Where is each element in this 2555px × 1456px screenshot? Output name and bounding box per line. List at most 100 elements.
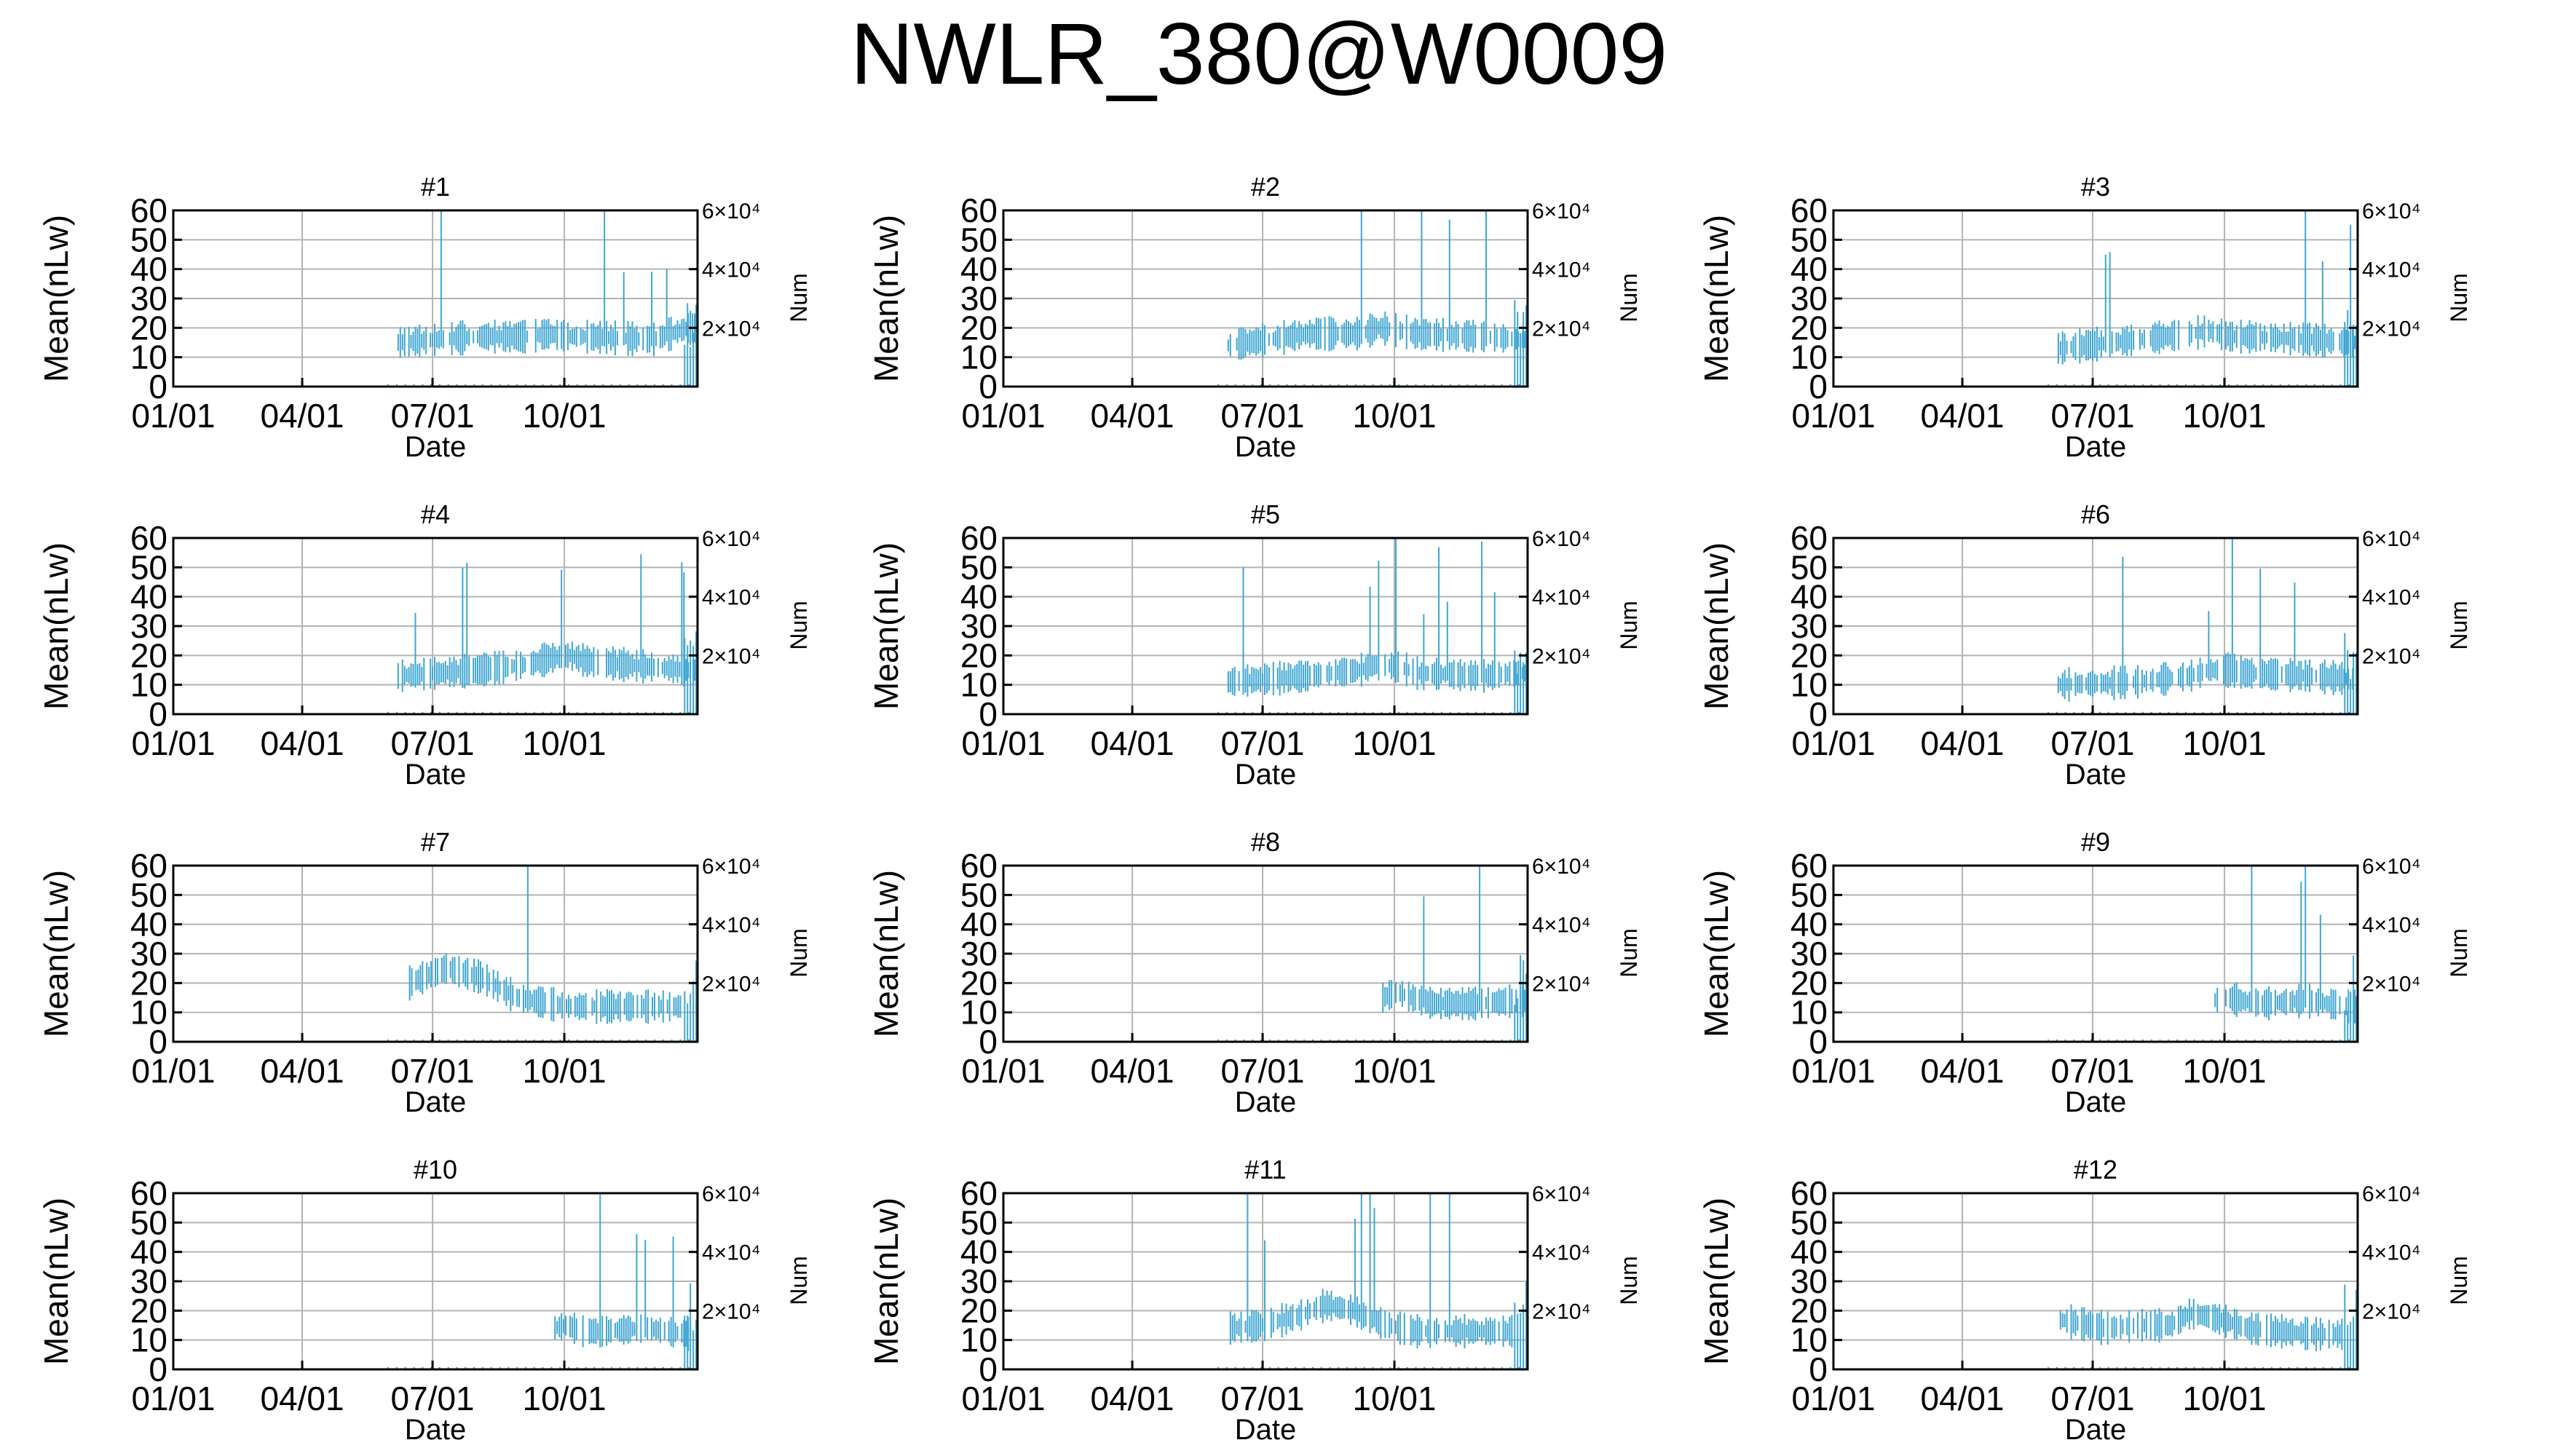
y-tick-label: 10 [960,339,998,376]
x-tick-label: 04/01 [1920,1380,2004,1417]
y-tick-label: 0 [979,1350,998,1388]
y-axis-label: Mean(nLw) [1697,215,1735,382]
y-tick-label: 10 [1790,1321,1828,1359]
x-tick-label: 10/01 [2182,397,2266,435]
y-tick-label: 40 [960,1233,998,1271]
y-tick-label: 40 [130,578,167,616]
y2-tick-label: 2×10⁴ [702,1299,760,1324]
y2-tick-label: 4×10⁴ [2362,586,2420,610]
y2-axis-label: Num [1616,601,1642,650]
y-axis-label: Mean(nLw) [1697,542,1735,710]
y-tick-label: 0 [149,1350,167,1388]
y2-axis-label: Num [2446,273,2472,323]
y-tick-label: 0 [149,368,167,405]
x-tick-label: 01/01 [131,397,215,435]
series-mean [387,554,698,714]
x-tick-label: 10/01 [522,1052,606,1090]
y-tick-label: 50 [1790,221,1828,258]
y2-tick-label: 4×10⁴ [2362,1241,2420,1265]
y-tick-label: 20 [960,309,998,347]
y2-tick-label: 6×10⁴ [1532,1182,1590,1206]
y-tick-label: 0 [1809,695,1828,733]
x-axis-label: Date [1235,1086,1297,1118]
x-tick-label: 04/01 [1920,1052,2004,1090]
y-tick-label: 50 [130,221,167,258]
panel-title: #11 [1244,1155,1286,1184]
series-mean [1217,1193,1528,1369]
y-tick-label: 10 [130,666,167,704]
x-tick-label: 04/01 [1920,724,2004,762]
x-tick-label: 07/01 [391,724,475,762]
panel-title: #1 [421,172,450,202]
y-tick-label: 60 [130,191,167,229]
y-tick-label: 40 [1790,250,1828,288]
x-tick-label: 04/01 [260,1052,344,1090]
series-mean [2047,1284,2358,1369]
y2-axis-label: Num [786,273,812,323]
y-tick-label: 40 [960,578,998,616]
y2-axis-label: Num [1616,1256,1642,1305]
y2-tick-label: 6×10⁴ [2362,199,2420,223]
y2-tick-label: 4×10⁴ [2362,914,2420,938]
y2-axis-label: Num [1616,273,1642,323]
y2-tick-label: 4×10⁴ [2362,258,2420,282]
y-tick-label: 30 [130,607,167,645]
y-tick-label: 20 [130,636,167,674]
x-axis-label: Date [1235,759,1297,791]
y-tick-label: 40 [1790,906,1828,943]
x-tick-label: 10/01 [1352,1380,1436,1417]
y2-tick-label: 6×10⁴ [2362,1182,2420,1206]
y-axis-label: Mean(nLw) [867,215,905,382]
y-tick-label: 50 [1790,876,1828,914]
y-tick-label: 30 [960,280,998,317]
y-tick-label: 20 [1790,1291,1828,1329]
series-mean [1217,866,1528,1042]
y-tick-label: 60 [960,1174,998,1212]
x-tick-label: 01/01 [961,397,1045,435]
x-tick-label: 07/01 [2051,724,2135,762]
x-tick-label: 10/01 [1352,397,1436,435]
y-axis-label: Mean(nLw) [867,1198,905,1365]
y-tick-label: 30 [130,280,167,317]
y-tick-label: 10 [960,1321,998,1359]
y-tick-label: 0 [149,1023,167,1061]
x-tick-label: 01/01 [1791,1380,1875,1417]
panel-title: #12 [2074,1155,2117,1184]
series-mean [387,1193,698,1369]
x-tick-label: 04/01 [260,1380,344,1417]
y2-tick-label: 6×10⁴ [702,527,760,551]
y-tick-label: 10 [1790,994,1828,1032]
y-tick-label: 40 [960,250,998,288]
x-tick-label: 04/01 [1090,397,1174,435]
x-tick-label: 01/01 [1791,724,1875,762]
y-tick-label: 50 [130,876,167,914]
panel-title: #9 [2081,827,2110,857]
y-tick-label: 60 [960,191,998,229]
panel-title: #6 [2081,499,2110,529]
y-tick-label: 30 [1790,1262,1828,1300]
x-tick-label: 01/01 [961,724,1045,762]
x-tick-label: 10/01 [1352,724,1436,762]
x-tick-label: 07/01 [391,397,475,435]
y2-tick-label: 2×10⁴ [2362,1299,2420,1324]
x-tick-label: 04/01 [1920,397,2004,435]
y-tick-label: 30 [130,935,167,973]
x-axis-label: Date [2065,1086,2127,1118]
x-tick-label: 07/01 [1221,397,1305,435]
x-tick-label: 01/01 [1791,1052,1875,1090]
x-tick-label: 10/01 [522,724,606,762]
y-tick-label: 20 [960,636,998,674]
y2-axis-label: Num [2446,928,2472,978]
y-tick-label: 0 [979,368,998,405]
y-tick-label: 60 [130,519,167,557]
y-tick-label: 30 [1790,280,1828,317]
y2-tick-label: 2×10⁴ [2362,972,2420,996]
y2-tick-label: 2×10⁴ [1532,1299,1590,1324]
y2-axis-label: Num [2446,1256,2472,1305]
y-tick-label: 0 [1809,368,1828,405]
